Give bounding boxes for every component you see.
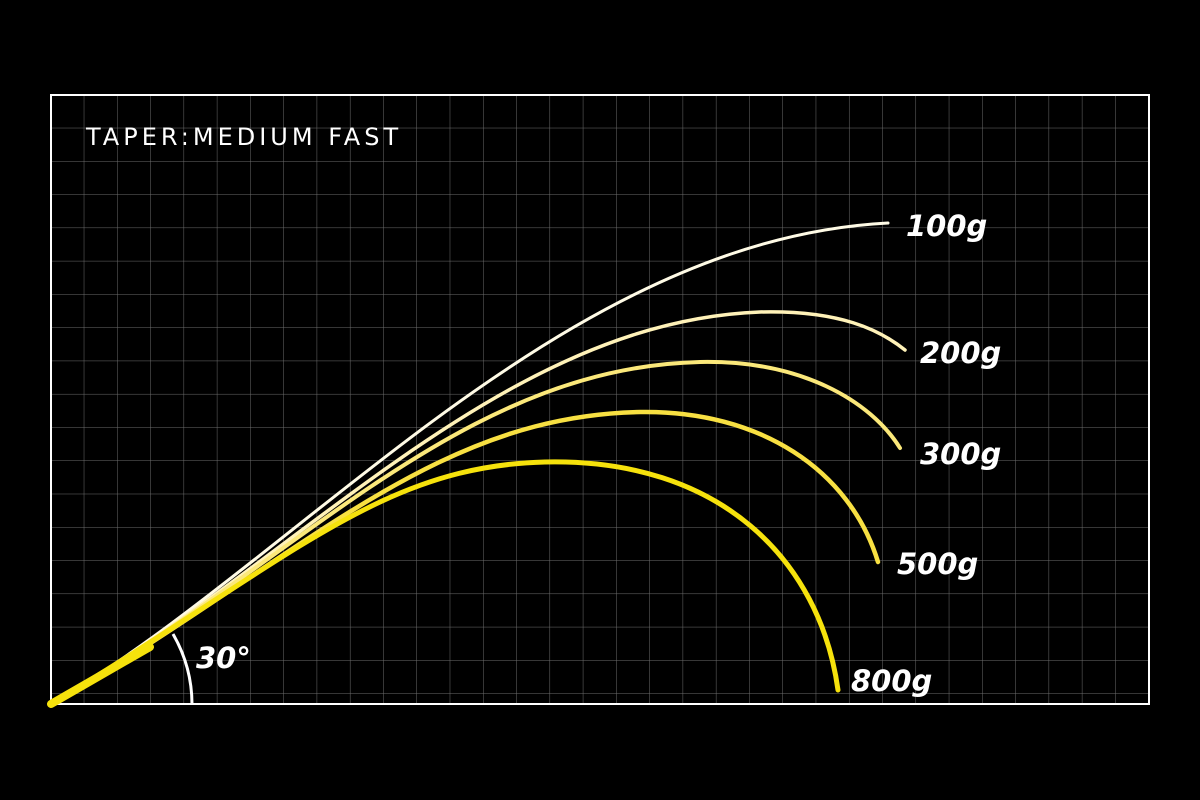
angle-label: 30° <box>196 641 251 675</box>
frame <box>50 94 1150 705</box>
curve-label: 500g <box>897 547 978 581</box>
bend-curve <box>49 359 902 706</box>
curve-label: 200g <box>920 336 1001 370</box>
curve-label: 100g <box>906 209 987 243</box>
grid <box>51 95 1149 704</box>
angle-arc <box>171 633 194 705</box>
bend-curve <box>48 459 841 707</box>
curve-label: 300g <box>920 437 1001 471</box>
curve-label: 800g <box>851 664 932 698</box>
bend-curve <box>49 221 890 706</box>
title: TAPER:MEDIUM FAST <box>85 123 402 151</box>
rod-butt <box>47 643 154 708</box>
